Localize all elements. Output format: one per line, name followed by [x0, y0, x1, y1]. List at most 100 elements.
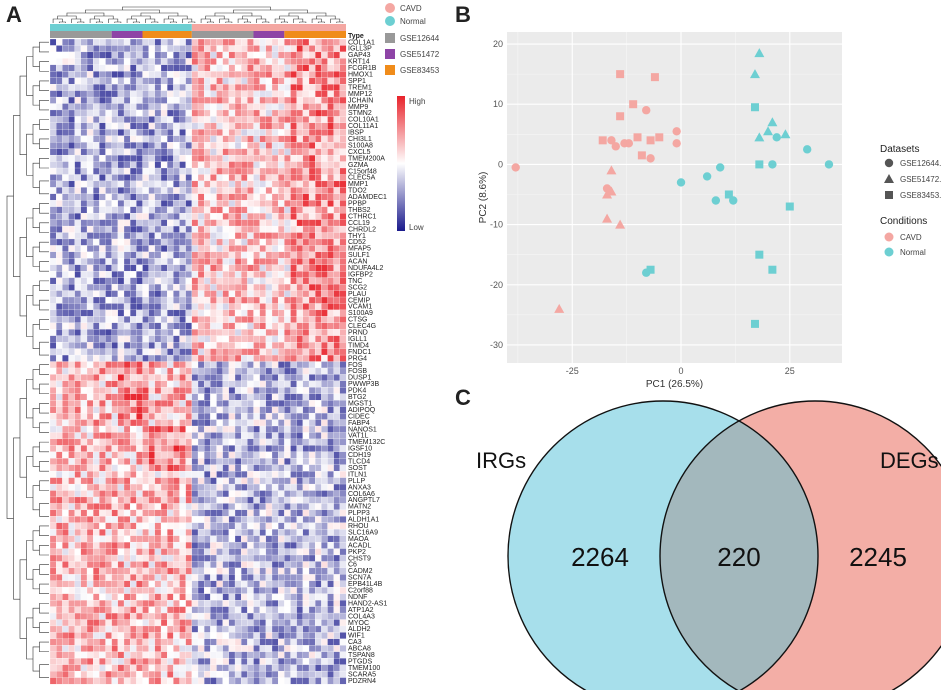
heatmap-cell — [117, 464, 125, 472]
heatmap-cell — [111, 483, 119, 491]
heatmap-cell — [265, 471, 273, 478]
heatmap-cell — [259, 129, 267, 137]
heatmap-cell — [222, 425, 230, 433]
heatmap-cell — [173, 161, 180, 169]
dendrogram-branch — [89, 18, 100, 23]
heatmap-cell — [315, 167, 322, 175]
heatmap-cell — [62, 71, 69, 78]
heatmap-cell — [302, 71, 310, 78]
heatmap-cell — [259, 419, 267, 427]
heatmap-cell — [130, 548, 137, 556]
heatmap-cell — [142, 387, 149, 395]
heatmap-cell — [136, 154, 143, 162]
heatmap-cell — [296, 367, 304, 375]
heatmap-cell — [74, 64, 82, 72]
heatmap-cell — [173, 664, 180, 672]
heatmap-cell — [99, 316, 106, 324]
heatmap-cell — [315, 412, 322, 420]
heatmap-cell — [191, 516, 199, 524]
heatmap-cell — [333, 122, 341, 130]
heatmap-cell — [339, 187, 347, 195]
heatmap-cell — [253, 122, 260, 130]
heatmap-cell — [265, 638, 273, 646]
heatmap-cell — [308, 167, 316, 175]
heatmap-cell — [327, 612, 334, 620]
heatmap-cell — [333, 309, 341, 317]
heatmap-cell — [130, 232, 137, 240]
heatmap-cell — [308, 554, 316, 562]
heatmap-cell — [167, 303, 174, 311]
heatmap-cell — [49, 380, 57, 388]
heatmap-cell — [93, 129, 100, 137]
heatmap-cell — [216, 213, 223, 220]
heatmap-cell — [117, 174, 125, 182]
heatmap-cell — [167, 406, 174, 414]
heatmap-cell — [86, 380, 94, 388]
heatmap-cell — [228, 258, 236, 266]
heatmap-cell — [253, 651, 260, 659]
heatmap-cell — [56, 580, 63, 588]
heatmap-cell — [216, 374, 223, 382]
heatmap-cell — [49, 651, 57, 659]
heatmap-cell — [111, 342, 119, 349]
heatmap-cell — [68, 367, 75, 375]
heatmap-cell — [136, 122, 143, 130]
heatmap-cell — [62, 316, 69, 324]
heatmap-cell — [142, 374, 149, 382]
heatmap-cell — [228, 677, 236, 685]
heatmap-cell — [204, 77, 211, 85]
heatmap-cell — [142, 496, 149, 504]
heatmap-cell — [68, 477, 75, 485]
heatmap-cell — [210, 309, 217, 317]
heatmap-cell — [302, 658, 310, 665]
heatmap-cell — [315, 612, 322, 620]
heatmap-cell — [284, 303, 291, 311]
dendrogram-branch — [32, 208, 40, 228]
heatmap-cell — [123, 129, 131, 137]
heatmap-cell — [56, 271, 63, 278]
heatmap-cell — [222, 432, 230, 440]
heatmap-cell — [136, 142, 143, 149]
heatmap-cell — [93, 367, 100, 375]
heatmap-cell — [117, 38, 125, 46]
heatmap-cell — [302, 200, 310, 207]
heatmap-cell — [74, 329, 82, 336]
heatmap-cell — [302, 342, 310, 349]
heatmap-cell — [123, 264, 131, 272]
heatmap-cell — [204, 425, 211, 433]
heatmap-cell — [327, 116, 334, 124]
heatmap-cell — [265, 503, 273, 511]
heatmap-cell — [68, 142, 75, 149]
heatmap-cell — [179, 232, 186, 240]
heatmap-cell — [339, 554, 347, 562]
heatmap-cell — [327, 251, 334, 259]
heatmap-cell — [339, 664, 347, 672]
heatmap-cell — [271, 645, 279, 653]
heatmap-cell — [167, 619, 174, 627]
heatmap-cell — [247, 142, 254, 149]
heatmap-cell — [62, 516, 69, 524]
heatmap-cell — [173, 142, 180, 149]
heatmap-cell — [173, 51, 180, 59]
heatmap-cell — [284, 225, 291, 233]
heatmap-cell — [99, 593, 106, 601]
heatmap-cell — [148, 180, 156, 188]
heatmap-cell — [167, 393, 174, 401]
heatmap-cell — [296, 651, 304, 659]
heatmap-cell — [333, 670, 341, 678]
heatmap-cell — [111, 316, 119, 324]
heatmap-cell — [93, 161, 100, 169]
heatmap-cell — [197, 64, 205, 72]
dataset-annotation-gse12644 — [191, 31, 254, 38]
heatmap-cell — [74, 580, 82, 588]
heatmap-cell — [179, 174, 186, 182]
heatmap-cell — [222, 509, 230, 517]
heatmap-cell — [321, 593, 328, 601]
heatmap-cell — [117, 258, 125, 266]
heatmap-cell — [222, 567, 230, 575]
heatmap-cell — [191, 148, 199, 156]
heatmap-cell — [216, 303, 223, 311]
heatmap-cell — [136, 677, 143, 685]
heatmap-cell — [136, 419, 143, 427]
heatmap-cell — [160, 600, 168, 607]
